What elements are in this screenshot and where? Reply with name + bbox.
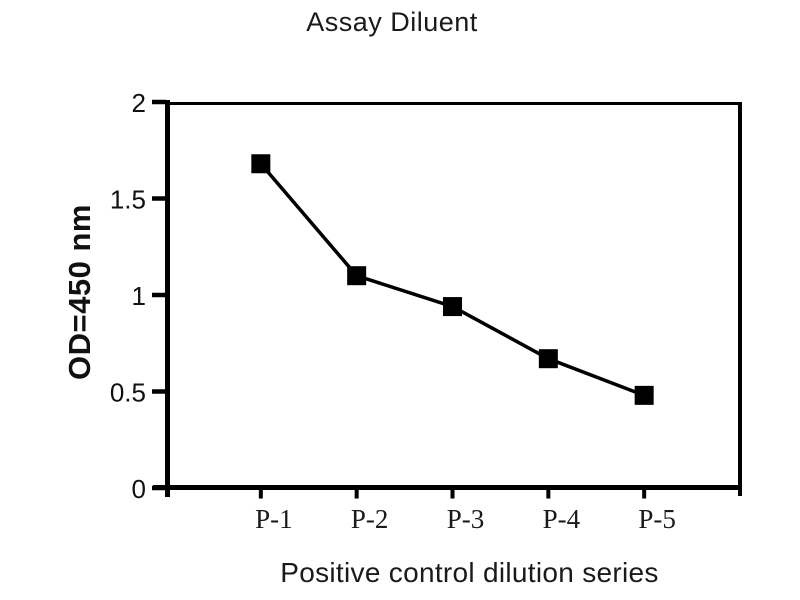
- data-point-marker: [538, 349, 558, 369]
- y-tick-label: 0: [132, 474, 146, 504]
- x-tick-label: P-5: [638, 504, 676, 534]
- x-tick-label: P-1: [255, 504, 293, 534]
- data-point-marker: [347, 266, 367, 286]
- x-tick-label: P-3: [447, 504, 485, 534]
- data-point-marker: [251, 154, 271, 174]
- chart-title: Assay Diluent: [306, 7, 478, 37]
- x-tick-label: P-2: [351, 504, 389, 534]
- y-tick-label: 0.5: [110, 378, 146, 408]
- x-axis-label: Positive control dilution series: [280, 557, 659, 588]
- data-point-marker: [634, 385, 654, 405]
- x-tick-label: P-4: [543, 504, 581, 534]
- data-line: [259, 162, 645, 397]
- y-tick-label: 2: [132, 88, 146, 118]
- data-point-marker: [443, 297, 462, 317]
- y-tick-label: 1.5: [110, 185, 146, 215]
- y-tick-label: 1: [132, 281, 146, 311]
